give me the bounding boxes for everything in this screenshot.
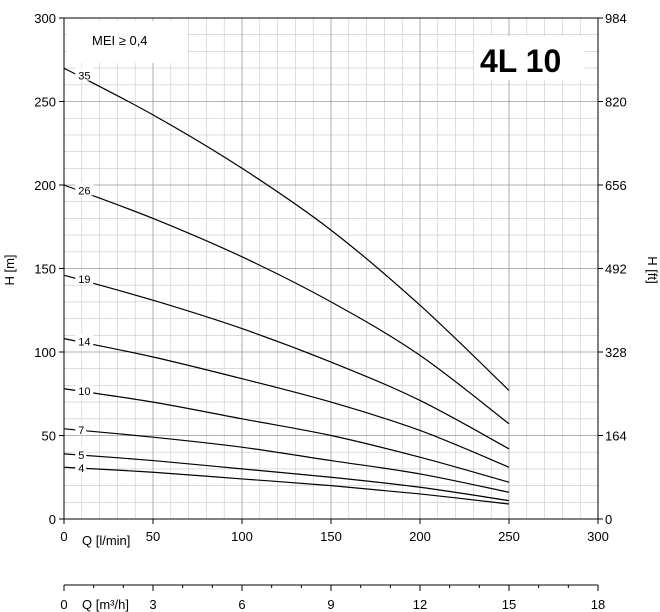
curve-label-bg bbox=[75, 446, 87, 460]
y-tick-label: 250 bbox=[34, 95, 56, 110]
curve-19 bbox=[63, 274, 510, 450]
grid-major bbox=[63, 17, 599, 520]
curve-label-bg bbox=[75, 182, 94, 196]
curve-label-14: 14 bbox=[78, 337, 90, 349]
curve-label-7: 7 bbox=[78, 425, 84, 437]
mei-annotation: MEI ≥ 0,4 bbox=[92, 33, 148, 48]
y-tick-label: 150 bbox=[34, 262, 56, 277]
y-tick-label: 0 bbox=[49, 512, 56, 527]
curve-5 bbox=[63, 453, 510, 502]
curve-10 bbox=[63, 388, 510, 483]
x-tick-label: 150 bbox=[320, 529, 342, 544]
x-axis-label: Q [l/min] bbox=[82, 533, 130, 548]
chart-title: 4L 10 bbox=[480, 43, 561, 79]
x2-tick-label: 15 bbox=[502, 597, 516, 612]
y2-tick-label: 820 bbox=[605, 95, 627, 110]
curve-label-19: 19 bbox=[78, 274, 90, 286]
x-tick-label: 250 bbox=[498, 529, 520, 544]
curve-labels: 35 26 19 14 10 7 54 bbox=[75, 67, 94, 475]
curve-label-bg bbox=[75, 333, 94, 347]
x2-tick-label: 9 bbox=[327, 597, 334, 612]
curve-label-10: 10 bbox=[78, 386, 90, 398]
x-tick-label: 100 bbox=[231, 529, 253, 544]
x2-tick-label: 0 bbox=[60, 597, 67, 612]
x2-tick-label: 3 bbox=[149, 597, 156, 612]
curve-label-bg bbox=[75, 422, 87, 436]
curve-35 bbox=[63, 67, 510, 391]
curve-14 bbox=[63, 338, 510, 468]
secondary-x-axis: 0 3 6 9 12 15 18 bbox=[60, 584, 605, 612]
curve-label-5: 5 bbox=[78, 450, 84, 462]
curve-7 bbox=[63, 428, 510, 493]
curve-label-35: 35 bbox=[78, 71, 90, 83]
y-tick-label: 200 bbox=[34, 178, 56, 193]
curve-label-bg bbox=[75, 67, 94, 81]
x2-axis-label: Q [m³/h] bbox=[82, 597, 129, 612]
y-axis-left: 0 50 100 150 200 250 300 bbox=[34, 11, 64, 527]
x2-tick-label: 6 bbox=[238, 597, 245, 612]
curve-label-4: 4 bbox=[78, 463, 84, 475]
curve-label-26: 26 bbox=[78, 185, 90, 197]
curve-label-bg bbox=[75, 460, 87, 474]
y2-tick-label: 492 bbox=[605, 262, 627, 277]
y-tick-label: 300 bbox=[34, 11, 56, 26]
x-tick-label: 50 bbox=[146, 529, 160, 544]
x2-tick-label: 18 bbox=[591, 597, 605, 612]
y2-axis-label: H [ft] bbox=[645, 256, 660, 283]
y2-tick-label: 0 bbox=[605, 512, 612, 527]
y2-tick-label: 164 bbox=[605, 429, 627, 444]
x-tick-label: 200 bbox=[409, 529, 431, 544]
curve-26 bbox=[63, 184, 510, 425]
y-axis-right: 0 164 328 492 656 820 984 bbox=[598, 11, 627, 527]
y-tick-label: 50 bbox=[42, 429, 56, 444]
y-tick-label: 100 bbox=[34, 345, 56, 360]
y2-tick-label: 328 bbox=[605, 345, 627, 360]
annotation-box: MEI ≥ 0,4 bbox=[67, 21, 187, 63]
curve-4 bbox=[63, 466, 510, 505]
x2-tick-label: 12 bbox=[413, 597, 427, 612]
curves bbox=[63, 67, 510, 505]
curve-label-bg bbox=[75, 271, 94, 285]
curve-label-bg bbox=[75, 382, 94, 396]
x-tick-label: 300 bbox=[587, 529, 609, 544]
y-axis-label: H [m] bbox=[2, 254, 17, 285]
y2-tick-label: 656 bbox=[605, 178, 627, 193]
x-axis: 0 50 100 150 200 250 300 bbox=[60, 519, 609, 544]
x-tick-label: 0 bbox=[60, 529, 67, 544]
y2-tick-label: 984 bbox=[605, 11, 627, 26]
